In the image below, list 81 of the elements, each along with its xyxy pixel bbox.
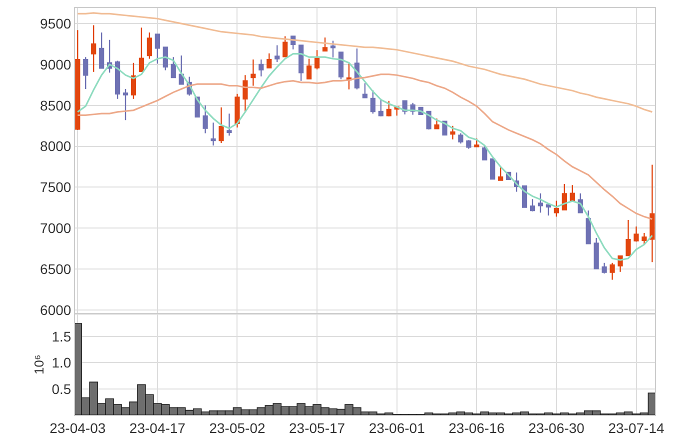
x-tick-label: 23-04-03 bbox=[50, 420, 106, 436]
candlestick bbox=[83, 56, 88, 90]
candlestick bbox=[546, 204, 552, 216]
candlestick bbox=[538, 192, 544, 214]
candlestick bbox=[634, 226, 639, 242]
candlestick bbox=[570, 184, 575, 202]
x-tick-label: 23-05-02 bbox=[209, 420, 266, 436]
candlestick bbox=[386, 100, 392, 118]
candlestick bbox=[218, 106, 224, 144]
candlestick bbox=[610, 262, 615, 280]
candlestick bbox=[378, 98, 384, 118]
y-tick-label: 8000 bbox=[40, 138, 72, 154]
candlestick bbox=[122, 88, 128, 121]
candlestick bbox=[314, 50, 320, 70]
candlestick bbox=[226, 112, 232, 136]
line-series bbox=[76, 73, 654, 220]
candlestick bbox=[99, 32, 104, 69]
candlestick bbox=[162, 46, 168, 71]
candlestick bbox=[346, 63, 352, 90]
candlestick bbox=[434, 118, 440, 130]
candlestick bbox=[210, 122, 216, 146]
candlestick bbox=[250, 58, 256, 86]
candlestick bbox=[282, 36, 288, 58]
candlestick bbox=[650, 164, 655, 263]
candlestick bbox=[138, 27, 144, 72]
candlestick bbox=[258, 58, 264, 77]
candlestick bbox=[602, 262, 607, 274]
candlestick bbox=[450, 125, 456, 140]
candlestick bbox=[130, 62, 136, 100]
candlestick bbox=[330, 40, 336, 58]
candlestick bbox=[626, 219, 631, 256]
candlestick bbox=[298, 44, 304, 82]
y-tick-label: 7500 bbox=[40, 179, 72, 196]
candlestick bbox=[266, 52, 272, 68]
y-tick-label: 7000 bbox=[40, 220, 72, 236]
candlestick bbox=[594, 237, 599, 270]
candlestick bbox=[474, 138, 480, 148]
candlestick bbox=[642, 232, 647, 246]
y-tick-label: 8500 bbox=[40, 97, 72, 114]
candlestick bbox=[146, 32, 152, 60]
candlestick bbox=[274, 44, 280, 63]
x-tick-label: 23-07-14 bbox=[608, 420, 664, 436]
candlestick bbox=[75, 30, 80, 131]
candlestick bbox=[322, 36, 328, 52]
candlestick bbox=[178, 54, 184, 85]
candlestick bbox=[586, 210, 591, 244]
y-axis-title: 10⁶ bbox=[32, 354, 47, 374]
y-tick-label: 9000 bbox=[40, 56, 72, 72]
x-tick-label: 23-06-16 bbox=[448, 420, 505, 436]
candlestick bbox=[498, 166, 504, 181]
candlestick bbox=[554, 200, 559, 218]
candlestick bbox=[114, 60, 120, 100]
candlestick bbox=[154, 34, 160, 64]
y-tick-label: 1.5 bbox=[52, 328, 72, 344]
candlestick bbox=[91, 24, 96, 72]
candlestick bbox=[338, 52, 344, 80]
y-tick-label: 6000 bbox=[40, 302, 72, 318]
candlestick bbox=[362, 82, 368, 98]
y-tick-label: 1.0 bbox=[52, 354, 72, 371]
x-tick-label: 23-06-01 bbox=[368, 420, 426, 436]
y-tick-label: 0.5 bbox=[52, 380, 72, 397]
x-tick-label: 23-04-17 bbox=[129, 420, 186, 436]
candlestick bbox=[458, 132, 464, 144]
y-tick-label: 9500 bbox=[40, 15, 72, 32]
candlestick bbox=[234, 93, 240, 128]
line-series bbox=[76, 12, 654, 113]
candlestick bbox=[426, 110, 432, 130]
x-tick-label: 23-06-30 bbox=[528, 420, 585, 436]
candlestick bbox=[490, 158, 496, 180]
candlestick bbox=[562, 183, 567, 210]
candlestick bbox=[202, 104, 208, 134]
candlestick bbox=[242, 74, 248, 113]
candlestick bbox=[306, 58, 312, 80]
candlestick bbox=[370, 90, 376, 114]
y-tick-label: 6500 bbox=[40, 260, 72, 277]
line-series bbox=[76, 53, 654, 261]
candlestick bbox=[482, 144, 488, 160]
candlestick bbox=[466, 140, 472, 150]
candlestick bbox=[530, 198, 536, 212]
candlestick bbox=[170, 56, 176, 78]
x-tick-label: 23-05-17 bbox=[289, 420, 346, 436]
